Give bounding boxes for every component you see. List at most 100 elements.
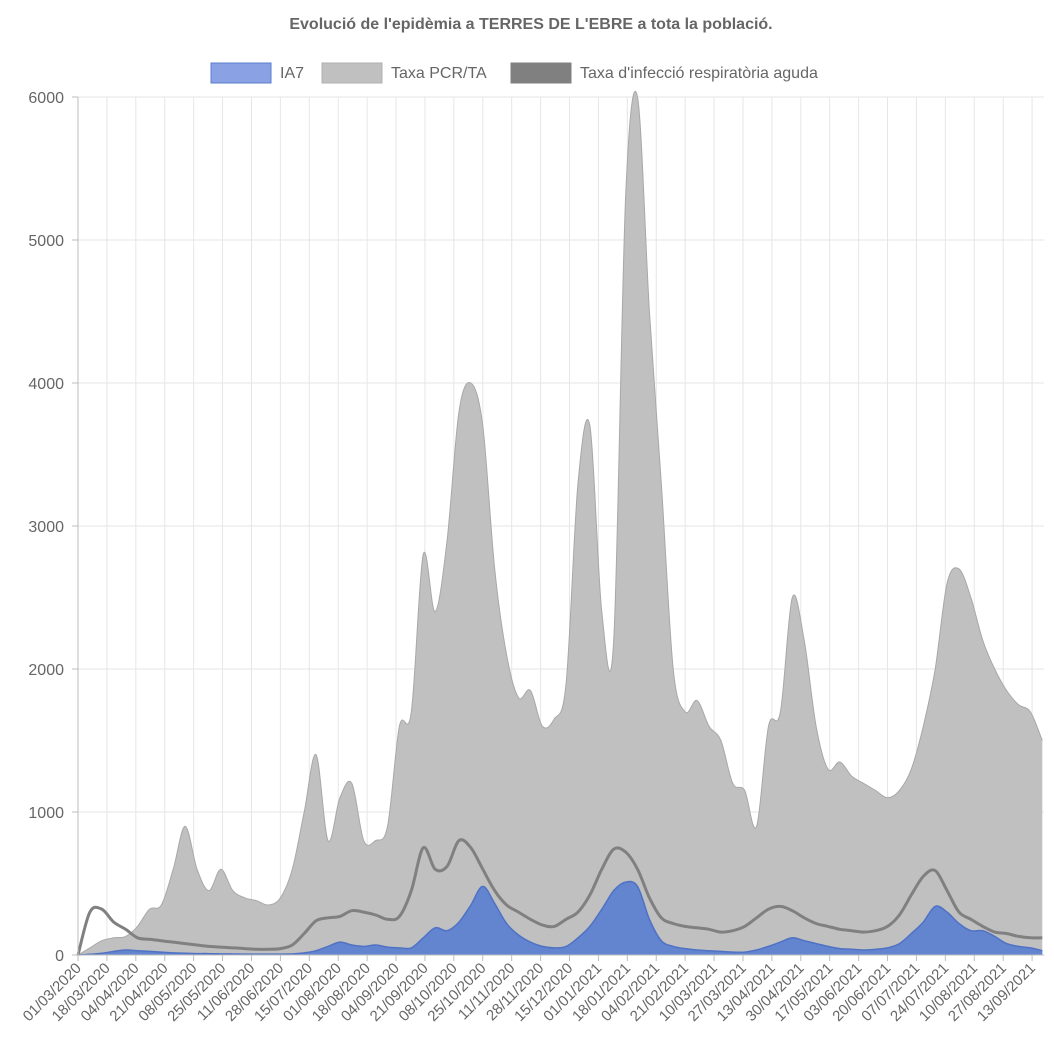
data-point: [552, 717, 556, 721]
data-point: [171, 951, 175, 955]
data-point: [564, 681, 568, 685]
data-point: [338, 914, 342, 918]
data-point: [362, 910, 366, 914]
data-point: [88, 952, 92, 956]
data-point: [493, 902, 497, 906]
data-point: [659, 939, 663, 943]
data-point: [612, 847, 616, 851]
data-point: [112, 920, 116, 924]
data-point: [874, 929, 878, 933]
data-point: [993, 934, 997, 938]
data-point: [767, 907, 771, 911]
data-point: [195, 943, 199, 947]
data-point: [909, 893, 913, 897]
data-point: [945, 910, 949, 914]
data-point: [159, 903, 163, 907]
data-point: [945, 889, 949, 893]
data-point: [588, 924, 592, 928]
y-axis-ticks: 0 1000 2000 3000 4000 5000 6000: [28, 90, 64, 965]
legend-swatch-ia7[interactable]: [210, 62, 272, 84]
data-point: [469, 903, 473, 907]
legend-label-respiratory[interactable]: Taxa d'infecció respiratòria aguda: [580, 65, 818, 82]
data-point: [290, 943, 294, 947]
data-point: [695, 699, 699, 703]
data-point: [147, 937, 151, 941]
data-point: [278, 896, 282, 900]
data-point: [350, 943, 354, 947]
data-point: [314, 949, 318, 953]
data-point: [374, 839, 378, 843]
data-point: [802, 638, 806, 642]
data-point: [136, 924, 140, 928]
data-point: [743, 924, 747, 928]
data-point: [993, 930, 997, 934]
data-point: [647, 310, 651, 314]
data-point: [528, 940, 532, 944]
data-point: [207, 944, 211, 948]
data-point: [183, 942, 187, 946]
data-point: [338, 940, 342, 944]
data-point: [921, 874, 925, 878]
data-point: [659, 916, 663, 920]
data-point: [314, 753, 318, 757]
legend-swatch-pcr[interactable]: [321, 62, 383, 84]
data-point: [755, 824, 759, 828]
data-point: [1017, 934, 1021, 938]
data-point: [481, 884, 485, 888]
data-point: [290, 867, 294, 871]
data-point: [826, 924, 830, 928]
data-point: [612, 638, 616, 642]
data-point: [552, 924, 556, 928]
data-point: [469, 846, 473, 850]
data-point: [517, 933, 521, 937]
data-point: [1028, 946, 1032, 950]
data-point: [1040, 936, 1044, 940]
x-axis-ticks: 01/03/202018/03/202004/04/202021/04/2020…: [20, 960, 1039, 1025]
data-point: [707, 724, 711, 728]
data-point: [671, 922, 675, 926]
data-point: [397, 724, 401, 728]
data-point: [874, 947, 878, 951]
data-point: [421, 846, 425, 850]
data-point: [897, 789, 901, 793]
data-point: [326, 916, 330, 920]
data-point: [517, 910, 521, 914]
data-point: [909, 932, 913, 936]
data-point: [957, 567, 961, 571]
data-point: [409, 946, 413, 950]
legend-label-pcr[interactable]: Taxa PCR/TA: [391, 65, 487, 82]
y-tick-label: 2000: [28, 662, 64, 679]
data-point: [850, 947, 854, 951]
data-point: [88, 910, 92, 914]
data-point: [624, 195, 628, 199]
legend-swatch-respiratory[interactable]: [510, 62, 572, 84]
data-point: [219, 867, 223, 871]
data-point: [778, 710, 782, 714]
data-point: [588, 893, 592, 897]
data-point: [326, 944, 330, 948]
data-point: [624, 850, 628, 854]
legend-label-ia7[interactable]: IA7: [280, 65, 304, 82]
data-point: [862, 930, 866, 934]
data-point: [755, 916, 759, 920]
data-point: [921, 724, 925, 728]
data-point: [552, 946, 556, 950]
data-point: [124, 948, 128, 952]
data-point: [790, 596, 794, 600]
data-point: [409, 889, 413, 893]
data-point: [100, 907, 104, 911]
data-point: [540, 724, 544, 728]
data-point: [576, 910, 580, 914]
series-line-respiratory-outline: [76, 838, 1043, 956]
data-point: [862, 781, 866, 785]
data-point: [636, 867, 640, 871]
data-point: [683, 947, 687, 951]
data-point: [886, 946, 890, 950]
data-point: [493, 889, 497, 893]
data-point: [731, 781, 735, 785]
series-area-pcr-outline: [77, 90, 1043, 956]
data-point: [540, 944, 544, 948]
data-point: [112, 936, 116, 940]
data-point: [755, 948, 759, 952]
